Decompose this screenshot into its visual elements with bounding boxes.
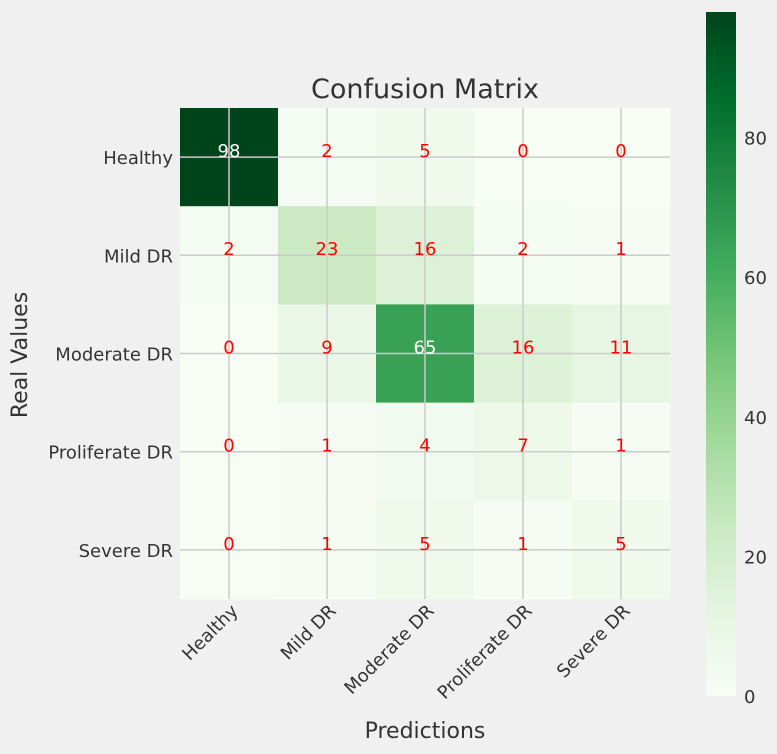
colorbar-tick-labels: 0 20 40 60 80: [744, 129, 767, 708]
cell-value-label: 0: [223, 337, 234, 358]
cell-value-label: 0: [223, 436, 234, 457]
cell-value-label: 16: [512, 337, 535, 358]
colorbar-tick-label: 80: [744, 129, 767, 150]
cell-value-label: 0: [223, 534, 234, 555]
x-tick-label: Proliferate DR: [434, 601, 537, 704]
chart-title: Confusion Matrix: [311, 74, 539, 105]
cell-value-label: 1: [321, 436, 332, 457]
cell-value-label: 4: [419, 436, 430, 457]
y-tick-label: Moderate DR: [55, 345, 173, 366]
y-axis-label: Real Values: [8, 292, 33, 418]
colorbar-tick-label: 20: [744, 547, 767, 568]
cell-value-label: 5: [615, 534, 626, 555]
cell-value-label: 11: [610, 337, 633, 358]
y-tick-label: Proliferate DR: [48, 443, 173, 464]
cell-value-label: 5: [419, 534, 430, 555]
y-tick-label: Healthy: [103, 148, 173, 169]
cell-value-label: 1: [615, 239, 626, 260]
cell-value-label: 23: [316, 239, 339, 260]
x-tick-label: Severe DR: [553, 601, 635, 683]
cell-value-label: 1: [517, 534, 528, 555]
cell-value-label: 16: [414, 239, 437, 260]
cell-value-label: 0: [517, 141, 528, 162]
cell-value-label: 98: [218, 141, 241, 162]
cell-value-label: 2: [517, 239, 528, 260]
cell-value-label: 1: [615, 436, 626, 457]
x-tick-label: Healthy: [178, 600, 242, 664]
gridlines: [180, 108, 670, 599]
cell-value-label: 2: [223, 239, 234, 260]
cell-value-labels: 98 2 5 0 02 23 16 2 10 9 65 16 110 1 4 7 10 1 5 1 5: [218, 141, 633, 555]
colorbar: [706, 12, 736, 696]
x-axis-label: Predictions: [365, 719, 486, 744]
cell-value-label: 0: [615, 141, 626, 162]
x-tick-label: Moderate DR: [340, 601, 438, 699]
colorbar-tick-label: 60: [744, 268, 767, 289]
y-tick-labels: Healthy Mild DR Moderate DR Proliferate DR S…: [48, 148, 173, 562]
cell-value-label: 1: [321, 534, 332, 555]
cell-value-label: 9: [321, 337, 332, 358]
y-tick-label: Severe DR: [79, 541, 173, 562]
cell-value-label: 65: [414, 337, 437, 358]
x-tick-label: Mild DR: [277, 601, 341, 665]
cell-value-label: 2: [321, 141, 332, 162]
colorbar-tick-label: 0: [744, 687, 755, 708]
colorbar-tick-label: 40: [744, 408, 767, 429]
y-tick-label: Mild DR: [104, 246, 173, 267]
cell-value-label: 7: [517, 436, 528, 457]
cell-value-label: 5: [419, 141, 430, 162]
